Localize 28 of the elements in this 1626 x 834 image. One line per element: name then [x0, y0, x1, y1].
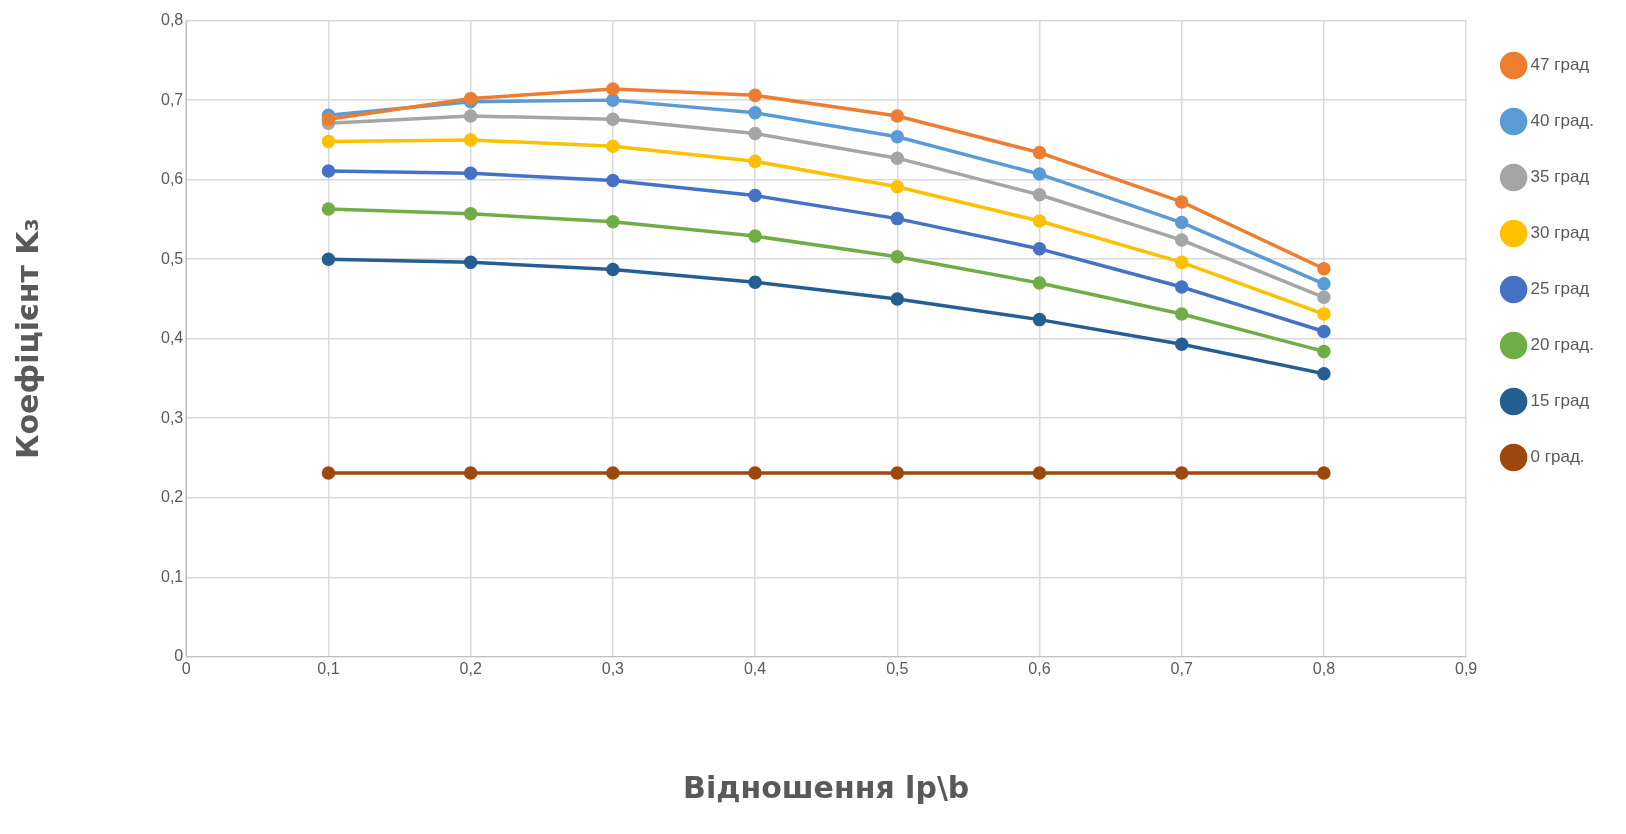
- legend-label: 47 град: [1530, 55, 1590, 75]
- legend-label: 25 град: [1530, 279, 1590, 299]
- x-tick-label: 0,5: [886, 659, 909, 677]
- y-tick-label: 0,1: [160, 567, 184, 585]
- y-tick-label: 0,4: [160, 329, 184, 347]
- x-tick-label: 0,6: [1028, 659, 1051, 677]
- x-axis-title: Відношення lp\b: [683, 769, 970, 805]
- y-tick-label: 0,5: [160, 249, 184, 267]
- legend-label: 30 град: [1530, 223, 1590, 243]
- y-tick-label: 0,7: [160, 90, 184, 108]
- x-tick-label: 0,1: [317, 659, 340, 677]
- y-tick-label: 0,8: [160, 11, 184, 29]
- x-tick-label: 0,7: [1170, 659, 1193, 677]
- y-tick-label: 0,6: [160, 170, 184, 188]
- y-tick-label: 0,3: [160, 408, 184, 426]
- legend-label: 0 град.: [1530, 447, 1585, 467]
- y-tick-label: 0,2: [160, 488, 184, 506]
- x-tick-label: 0,9: [1454, 659, 1478, 677]
- x-tick-label: 0,8: [1312, 659, 1336, 677]
- y-axis-title: Коефіцієнт K₃: [9, 218, 45, 460]
- x-tick-label: 0,2: [459, 659, 482, 677]
- legend-label: 40 град.: [1530, 111, 1595, 131]
- legend-label: 35 град: [1530, 167, 1590, 187]
- legend-label: 15 град: [1530, 391, 1590, 411]
- x-tick-label: 0,3: [601, 659, 625, 677]
- x-tick-label: 0,4: [743, 659, 767, 677]
- y-tick-label: 0: [174, 647, 184, 665]
- legend-label: 20 град.: [1530, 335, 1595, 355]
